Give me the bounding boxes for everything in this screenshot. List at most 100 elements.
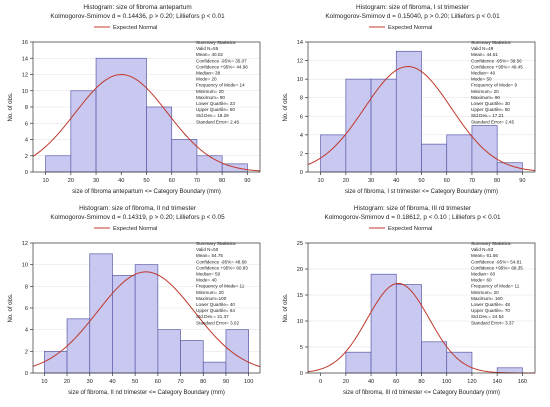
legend-label: Expected Normal	[113, 25, 157, 31]
summary-statistic: Valid N=49	[471, 46, 494, 51]
x-tick-label: 20	[343, 178, 349, 184]
summary-statistic: Std.Dev.= 17.21	[471, 113, 504, 118]
summary-statistic: Valid N=55	[196, 46, 219, 51]
y-tick-label: 0	[300, 371, 303, 377]
expected-normal-curve	[32, 74, 261, 172]
x-tick-label: 50	[143, 178, 149, 184]
summary-statistic: Upper Quartile= 64	[196, 308, 235, 313]
summary-statistic: Confidence +95%= 60.83	[196, 265, 248, 270]
summary-statistic: Median= 60	[471, 272, 496, 277]
chart-title: Histogram: size of fibroma antepartum	[83, 4, 191, 11]
summary-statistic: Minimum= 20	[196, 290, 224, 295]
legend-label: Expected Normal	[388, 25, 432, 31]
summary-statistic: Mode= 40	[196, 278, 217, 283]
summary-statistic: Summary Statistics:	[196, 40, 237, 45]
histogram-bar	[421, 341, 448, 374]
summary-statistic: Lower Quartile= 40	[196, 302, 235, 307]
y-tick-label: 20	[297, 267, 303, 273]
summary-statistic: Standard Error= 3.02	[196, 320, 239, 325]
y-tick-label: 2	[25, 349, 28, 355]
x-axis-label: size of fibroma, III rd trimester <= Cat…	[343, 390, 500, 396]
y-axis-label: No. of obs.	[283, 92, 289, 121]
y-tick-label: 10	[297, 319, 303, 325]
histogram-bar	[95, 57, 147, 173]
summary-statistic: Minimum= 20	[471, 89, 499, 94]
summary-statistic: Median= 40	[471, 71, 496, 76]
summary-statistic: Maximum=100	[196, 296, 227, 301]
summary-statistic: Confidence -95%= 39.56	[471, 58, 522, 63]
summary-statistic: Std.Dev.= 21.37	[196, 314, 229, 319]
histogram-bar	[134, 264, 159, 374]
histogram-bar	[446, 351, 473, 374]
x-tick-label: 0	[319, 379, 322, 385]
histogram-bar	[89, 253, 113, 374]
histogram-panel-first-trimester: Histogram: size of fibroma, I st trimest…	[275, 0, 550, 201]
summary-statistic: Maximum= 160	[471, 296, 503, 301]
x-tick-label: 40	[393, 178, 399, 184]
summary-statistic: Frequency of Mode= 11	[471, 284, 520, 289]
histogram-chart-1: Histogram: size of fibroma, I st trimest…	[283, 4, 536, 195]
summary-statistic: Valid N=53	[471, 247, 494, 252]
summary-statistic: Upper Quartile= 50	[471, 107, 510, 112]
histogram-bar	[180, 340, 204, 374]
y-tick-label: 2	[25, 154, 28, 160]
y-tick-label: 4	[300, 133, 303, 139]
summary-statistic: Std.Dev.= 18.29	[196, 113, 229, 118]
y-tick-label: 2	[300, 151, 303, 157]
summary-statistic: Confidence +95%= 68.35	[471, 265, 523, 270]
x-tick-label: 60	[155, 379, 161, 385]
summary-statistic: Mode= 60	[471, 278, 492, 283]
summary-statistic: Upper Quartile= 70	[471, 308, 510, 313]
y-tick-label: 5	[300, 345, 303, 351]
histogram-bar	[471, 125, 498, 173]
summary-statistic: Mean= 44.61	[471, 52, 498, 57]
y-axis-label: No. of obs.	[8, 92, 14, 121]
x-tick-label: 120	[467, 379, 476, 385]
x-tick-label: 70	[177, 379, 183, 385]
summary-statistic: Mode= 20	[196, 77, 217, 82]
histogram-bar	[370, 78, 397, 173]
histogram-chart-3: Histogram: size of fibroma, III rd trime…	[283, 205, 536, 396]
x-tick-label: 50	[418, 178, 424, 184]
histogram-bar	[421, 143, 448, 173]
histogram-chart-2: Histogram: size of fibroma, II nd trimes…	[8, 205, 261, 396]
summary-statistic: Standard Error= 2.46	[196, 119, 239, 124]
x-tick-label: 80	[494, 178, 500, 184]
summary-statistic: Median= 38	[196, 71, 221, 76]
chart-subtitle: Kolmogorov-Smirnov d = 0.14436, p > 0.20…	[50, 13, 225, 20]
x-tick-label: 30	[93, 178, 99, 184]
histogram-bar	[370, 273, 397, 374]
chart-title: Histogram: size of fibroma, II nd trimes…	[79, 205, 197, 212]
y-tick-label: 8	[300, 96, 303, 102]
summary-statistic: Frequency of Mode= 11	[196, 284, 245, 289]
summary-statistic: Mean= 40.02	[196, 52, 223, 57]
legend-label: Expected Normal	[388, 226, 432, 232]
histogram-bar	[157, 329, 181, 374]
summary-statistic: Summary Statistics:	[471, 241, 512, 246]
summary-statistic: Upper Quartile= 50	[196, 107, 235, 112]
x-tick-label: 50	[132, 379, 138, 385]
histogram-chart-0: Histogram: size of fibroma antepartum Kol…	[8, 4, 261, 195]
y-tick-label: 8	[25, 105, 28, 111]
summary-statistic: Confidence +95%= 44.96	[196, 64, 248, 69]
x-tick-label: 100	[442, 379, 451, 385]
x-tick-label: 20	[343, 379, 349, 385]
y-tick-label: 4	[25, 328, 28, 334]
expected-normal-curve	[307, 282, 535, 374]
x-tick-label: 30	[368, 178, 374, 184]
summary-statistic: Valid N=50	[196, 247, 219, 252]
x-tick-label: 70	[194, 178, 200, 184]
chart-title: Histogram: size of fibroma, I st trimest…	[356, 4, 470, 11]
x-tick-label: 20	[68, 178, 74, 184]
chart-subtitle: Kolmogorov-Smirnov d = 0.18612, p < 0.10…	[324, 214, 500, 221]
y-tick-label: 10	[22, 89, 28, 95]
summary-statistic: Std.Dev.= 24.54	[471, 314, 504, 319]
x-tick-label: 40	[118, 178, 124, 184]
histogram-bar	[320, 134, 347, 173]
chart-subtitle: Kolmogorov-Smirnov d = 0.15040, p > 0.20…	[325, 13, 500, 20]
y-tick-label: 6	[25, 121, 28, 127]
histogram-bar	[446, 134, 473, 173]
y-tick-label: 0	[25, 170, 28, 176]
summary-statistic: Summary Statistics:	[471, 40, 512, 45]
y-tick-label: 14	[297, 40, 303, 46]
